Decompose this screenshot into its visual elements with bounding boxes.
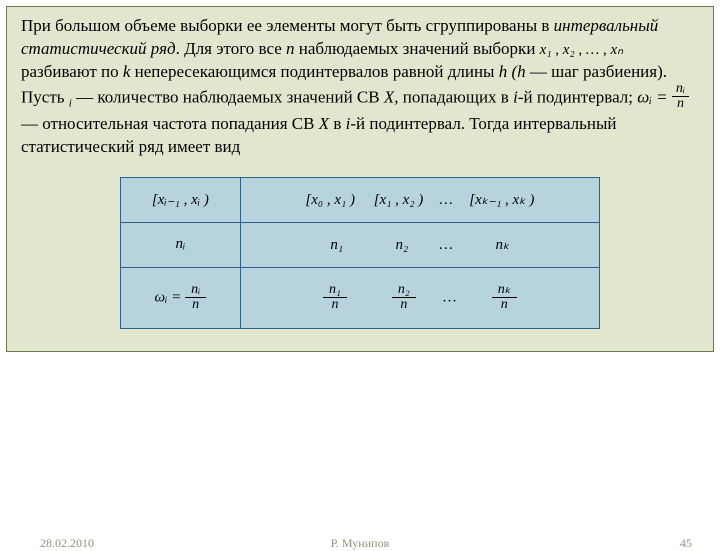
cell-omega-header: ωᵢ = nᵢn [121,267,241,328]
table-wrapper: [xᵢ₋₁ , xᵢ ) [x₀ , x₁ ) [x₁ , x₂ ) … [xₖ… [120,177,600,329]
text: в [329,114,346,133]
text: . Для этого все [176,39,286,58]
paragraph: При большом объеме выборки ее элементы м… [21,15,699,159]
table-row: ωᵢ = nᵢn n₁n n₂n … nₖn [121,267,600,328]
footer-date: 28.02.2010 [40,536,94,551]
content-panel: При большом объеме выборки ее элементы м… [6,6,714,352]
table-row: nᵢ n₁ n₂ … nₖ [121,222,600,267]
text: попадающих в [398,87,513,106]
math-sequence: x₁ , x₂ , … , xₙ [540,42,623,58]
math-omega-eq: ωᵢ = [637,87,667,106]
math-X: X [319,114,329,133]
text: -й подинтервал; [518,87,637,106]
footer-page-number: 45 [680,536,692,551]
math-X: X, [384,87,399,106]
text: разбивают по [21,62,123,81]
cell-intervals: [x₀ , x₁ ) [x₁ , x₂ ) … [xₖ₋₁ , xₖ ) [240,177,599,222]
cell-n-header: nᵢ [121,222,241,267]
text: наблюдаемых значений выборки [295,39,540,58]
cell-omega-values: n₁n n₂n … nₖn [240,267,599,328]
text: — количество наблюдаемых значений СВ [72,87,384,106]
table-row: [xᵢ₋₁ , xᵢ ) [x₀ , x₁ ) [x₁ , x₂ ) … [xₖ… [121,177,600,222]
math-h: h (h [499,62,526,81]
footer-author: Р. Мунипов [331,536,389,551]
text: — относительная частота попадания СВ [21,114,319,133]
math-n: n [286,39,295,58]
text: непересекающимся подинтервалов равной дл… [130,62,498,81]
cell-n-values: n₁ n₂ … nₖ [240,222,599,267]
cell-interval-header: [xᵢ₋₁ , xᵢ ) [121,177,241,222]
text: При большом объеме выборки ее элементы м… [21,16,554,35]
math-fraction: nᵢn [672,82,689,111]
stats-table: [xᵢ₋₁ , xᵢ ) [x₀ , x₁ ) [x₁ , x₂ ) … [xₖ… [120,177,600,329]
